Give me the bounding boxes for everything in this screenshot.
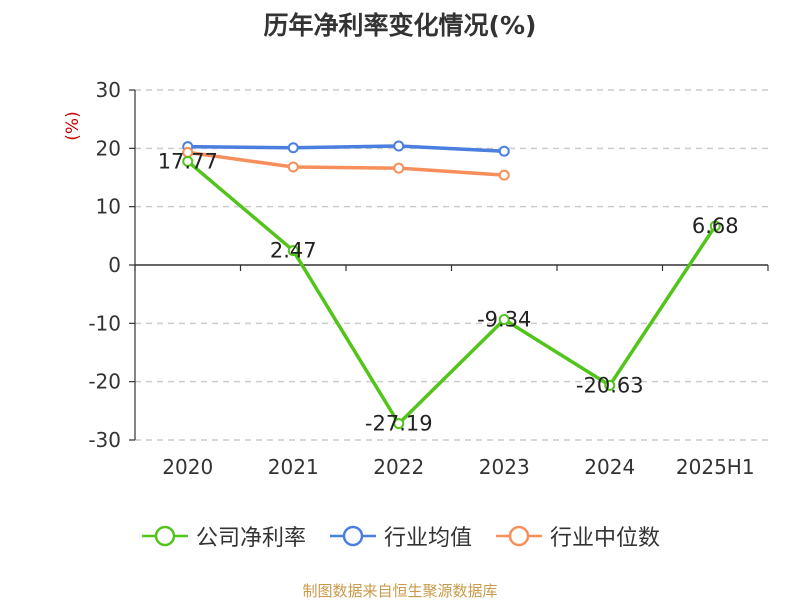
axes: 30 20 10 0 -10 -20 -30 2020 2021 2022 2023 2024 2025… bbox=[63, 78, 769, 479]
source-note: 制图数据来自恒生聚源数据库 bbox=[302, 582, 498, 600]
data-point bbox=[393, 162, 405, 174]
series-lines bbox=[182, 140, 721, 430]
legend-marker-icon bbox=[496, 525, 542, 547]
data-labels: 17.77 2.47 -27.19 -9.34 -20.63 6.68 bbox=[158, 149, 739, 435]
y-tick-label: 0 bbox=[108, 253, 121, 277]
data-point bbox=[709, 220, 721, 232]
data-point bbox=[393, 418, 405, 430]
data-point bbox=[393, 140, 405, 152]
y-tick-label: 30 bbox=[96, 78, 121, 102]
y-tick-label: -30 bbox=[88, 428, 121, 452]
data-point bbox=[287, 245, 299, 257]
chart-title: 历年净利率变化情况(%) bbox=[263, 11, 537, 40]
data-label: 2.47 bbox=[270, 239, 317, 263]
x-tick-label: 2025H1 bbox=[676, 455, 755, 479]
series-line bbox=[186, 159, 717, 426]
data-label: -27.19 bbox=[365, 412, 433, 436]
legend-circle bbox=[154, 525, 176, 547]
data-point bbox=[498, 169, 510, 181]
x-tick-label: 2024 bbox=[584, 455, 635, 479]
data-label: 17.77 bbox=[158, 149, 218, 173]
legend-circle bbox=[508, 525, 530, 547]
x-tick-label: 2022 bbox=[373, 455, 424, 479]
legend: 公司净利率 行业均值 行业中位数 bbox=[0, 520, 800, 552]
data-point bbox=[287, 161, 299, 173]
legend-item: 行业中位数 bbox=[494, 520, 660, 552]
y-tick-label: -10 bbox=[88, 311, 121, 335]
y-tick-label: 10 bbox=[96, 195, 121, 219]
data-point bbox=[287, 142, 299, 154]
y-axis-label: (%) bbox=[63, 111, 83, 140]
data-point bbox=[498, 145, 510, 157]
legend-marker-icon bbox=[329, 525, 376, 547]
legend-circle bbox=[342, 525, 364, 547]
legend-item: 行业均值 bbox=[328, 520, 472, 552]
data-point bbox=[182, 155, 194, 167]
legend-label: 行业均值 bbox=[383, 526, 472, 551]
series-line bbox=[186, 150, 506, 177]
series-line bbox=[186, 144, 506, 153]
data-point bbox=[604, 379, 616, 391]
y-tick-label: 20 bbox=[96, 136, 121, 160]
data-label: -20.63 bbox=[576, 373, 644, 397]
legend-item: 公司净利率 bbox=[140, 520, 306, 552]
x-tick-label: 2023 bbox=[479, 455, 530, 479]
legend-label: 行业中位数 bbox=[550, 526, 661, 551]
data-label: -9.34 bbox=[477, 307, 531, 331]
data-label: 6.68 bbox=[692, 214, 739, 238]
y-tick-label: -20 bbox=[88, 370, 121, 394]
data-point bbox=[498, 313, 510, 325]
legend-marker-icon bbox=[141, 525, 188, 547]
x-tick-label: 2020 bbox=[162, 455, 213, 479]
x-tick-label: 2021 bbox=[268, 455, 319, 479]
legend-label: 公司净利率 bbox=[195, 526, 306, 551]
